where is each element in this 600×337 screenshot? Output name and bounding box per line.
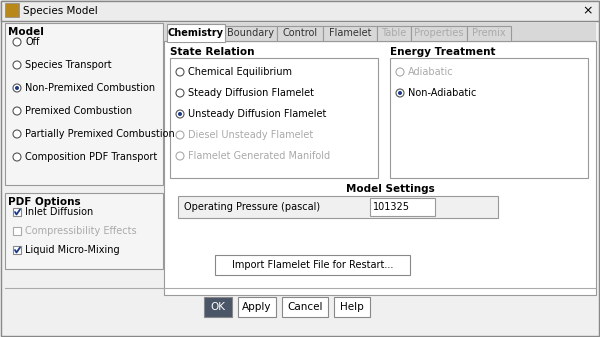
Text: Partially Premixed Combustion: Partially Premixed Combustion xyxy=(25,129,175,139)
Bar xyxy=(13,208,21,216)
Circle shape xyxy=(13,61,21,69)
Text: Model Settings: Model Settings xyxy=(346,184,434,194)
Bar xyxy=(1,1,599,21)
Bar xyxy=(13,246,21,254)
Circle shape xyxy=(176,110,184,118)
Bar xyxy=(168,41,225,42)
Bar xyxy=(5,193,163,269)
Text: Non-Adiabatic: Non-Adiabatic xyxy=(408,88,476,98)
Circle shape xyxy=(396,89,404,97)
Circle shape xyxy=(176,152,184,160)
Bar xyxy=(178,196,498,218)
Text: Control: Control xyxy=(283,29,317,38)
Text: Energy Treatment: Energy Treatment xyxy=(390,47,496,57)
Bar xyxy=(238,297,276,317)
Bar xyxy=(204,297,232,317)
Text: Premixed Combustion: Premixed Combustion xyxy=(25,106,132,116)
Circle shape xyxy=(396,68,404,76)
Bar xyxy=(170,58,378,178)
Bar xyxy=(5,3,19,17)
Circle shape xyxy=(178,112,182,116)
Bar xyxy=(467,26,511,41)
Text: Species Transport: Species Transport xyxy=(25,60,112,70)
Text: Table: Table xyxy=(382,29,407,38)
Bar xyxy=(5,23,163,185)
Bar xyxy=(13,227,21,235)
Bar xyxy=(334,297,370,317)
Text: Model: Model xyxy=(8,27,44,37)
Text: Inlet Diffusion: Inlet Diffusion xyxy=(25,207,93,217)
Text: Unsteady Diffusion Flamelet: Unsteady Diffusion Flamelet xyxy=(188,109,326,119)
Circle shape xyxy=(13,130,21,138)
Text: OK: OK xyxy=(211,302,226,312)
Text: Flamelet Generated Manifold: Flamelet Generated Manifold xyxy=(188,151,330,161)
Bar xyxy=(411,26,467,41)
Bar xyxy=(225,26,277,41)
Bar xyxy=(164,23,596,41)
Bar xyxy=(377,26,411,41)
Text: State Relation: State Relation xyxy=(170,47,254,57)
Text: Chemical Equilibrium: Chemical Equilibrium xyxy=(188,67,292,77)
Text: Liquid Micro-Mixing: Liquid Micro-Mixing xyxy=(25,245,119,255)
Bar xyxy=(277,26,323,41)
Text: Boundary: Boundary xyxy=(227,29,275,38)
Text: Cancel: Cancel xyxy=(287,302,323,312)
Text: Properties: Properties xyxy=(414,29,464,38)
Circle shape xyxy=(13,153,21,161)
Circle shape xyxy=(176,131,184,139)
Bar xyxy=(164,41,596,295)
Circle shape xyxy=(176,89,184,97)
Text: Steady Diffusion Flamelet: Steady Diffusion Flamelet xyxy=(188,88,314,98)
Bar xyxy=(370,198,435,216)
Circle shape xyxy=(13,38,21,46)
Text: PDF Options: PDF Options xyxy=(8,197,80,207)
Text: Apply: Apply xyxy=(242,302,272,312)
Text: Premix: Premix xyxy=(472,29,506,38)
Circle shape xyxy=(176,68,184,76)
Text: Operating Pressure (pascal): Operating Pressure (pascal) xyxy=(184,202,320,212)
Circle shape xyxy=(13,84,21,92)
Text: Diesel Unsteady Flamelet: Diesel Unsteady Flamelet xyxy=(188,130,313,140)
Text: Import Flamelet File for Restart...: Import Flamelet File for Restart... xyxy=(232,260,393,270)
Text: Composition PDF Transport: Composition PDF Transport xyxy=(25,152,157,162)
Bar xyxy=(215,255,410,275)
Bar xyxy=(323,26,377,41)
Bar xyxy=(282,297,328,317)
Text: Off: Off xyxy=(25,37,40,47)
Bar xyxy=(167,24,225,42)
Circle shape xyxy=(15,86,19,90)
Text: Non-Premixed Combustion: Non-Premixed Combustion xyxy=(25,83,155,93)
Circle shape xyxy=(13,107,21,115)
Text: Adiabatic: Adiabatic xyxy=(408,67,454,77)
Circle shape xyxy=(398,91,402,95)
Text: 101325: 101325 xyxy=(373,202,410,212)
Text: Help: Help xyxy=(340,302,364,312)
Text: ×: × xyxy=(583,4,593,18)
Text: Chemistry: Chemistry xyxy=(168,28,224,38)
Text: Compressibility Effects: Compressibility Effects xyxy=(25,226,137,236)
Text: Flamelet: Flamelet xyxy=(329,29,371,38)
Text: Species Model: Species Model xyxy=(23,6,98,16)
Bar xyxy=(390,58,588,178)
